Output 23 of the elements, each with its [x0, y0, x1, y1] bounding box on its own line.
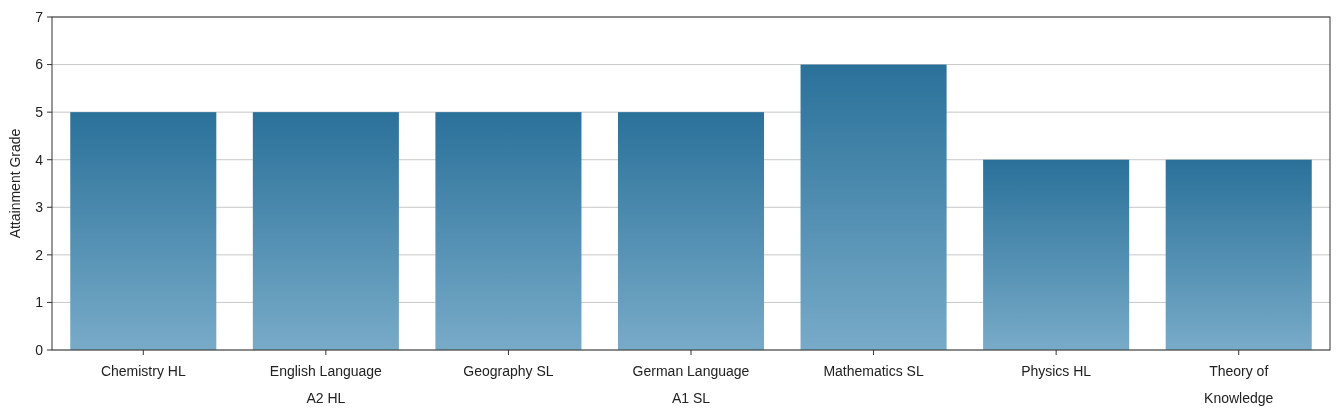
x-tick-label: Geography SL	[463, 363, 554, 379]
x-tick-label: Chemistry HL	[100, 363, 186, 379]
y-tick-label: 0	[35, 341, 44, 358]
y-axis-title: Attainment Grade	[7, 128, 23, 239]
bar	[252, 112, 399, 350]
y-tick-label: 6	[35, 56, 44, 73]
bar	[70, 112, 217, 350]
bar	[800, 64, 947, 350]
bar	[435, 112, 582, 350]
y-tick-label: 7	[35, 8, 44, 25]
y-tick-label: 1	[35, 294, 44, 311]
y-tick-label: 4	[35, 151, 44, 168]
y-tick-label: 5	[35, 104, 44, 121]
x-tick-label: English Language A2 HL	[269, 363, 383, 406]
x-tick-label: Mathematics SL	[823, 363, 924, 379]
x-tick-label: German Language A1 SL	[632, 363, 750, 406]
x-tick-label: Theory of Knowledge	[1204, 363, 1274, 406]
bar	[983, 159, 1130, 350]
x-tick-label: Physics HL	[1021, 363, 1092, 379]
bar	[617, 112, 765, 350]
y-tick-label: 3	[35, 199, 44, 216]
bar	[1165, 159, 1312, 350]
y-tick-label: 2	[35, 246, 44, 263]
